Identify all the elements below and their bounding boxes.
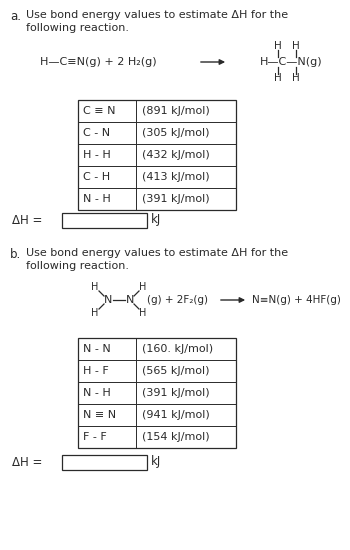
Text: H: H [139, 282, 147, 292]
Text: following reaction.: following reaction. [26, 261, 129, 271]
Text: C ≡ N: C ≡ N [83, 106, 116, 116]
Text: (391 kJ/mol): (391 kJ/mol) [142, 194, 210, 204]
Text: (432 kJ/mol): (432 kJ/mol) [142, 150, 210, 160]
Text: kJ: kJ [151, 213, 161, 227]
Text: (391 kJ/mol): (391 kJ/mol) [142, 388, 210, 398]
Bar [62, 454, 147, 470]
Text: F - F: F - F [83, 432, 107, 442]
Text: (565 kJ/mol): (565 kJ/mol) [142, 366, 210, 376]
Text: ΔH =: ΔH = [12, 213, 46, 227]
Text: Use bond energy values to estimate ΔH for the: Use bond energy values to estimate ΔH fo… [26, 10, 288, 20]
Bar [78, 100, 236, 210]
Text: H - F: H - F [83, 366, 109, 376]
Text: N ≡ N: N ≡ N [83, 410, 116, 420]
Text: H - H: H - H [83, 150, 111, 160]
Text: H: H [292, 73, 300, 83]
Text: H—C≡N(g) + 2 H₂(g): H—C≡N(g) + 2 H₂(g) [40, 57, 157, 67]
Text: kJ: kJ [151, 455, 161, 469]
Text: following reaction.: following reaction. [26, 23, 129, 33]
Text: H: H [91, 282, 99, 292]
Text: H: H [91, 308, 99, 318]
Text: (941 kJ/mol): (941 kJ/mol) [142, 410, 210, 420]
Text: (413 kJ/mol): (413 kJ/mol) [142, 172, 210, 182]
Text: b.: b. [10, 248, 21, 261]
Text: H: H [274, 73, 282, 83]
Text: (891 kJ/mol): (891 kJ/mol) [142, 106, 210, 116]
Text: H: H [139, 308, 147, 318]
Text: (154 kJ/mol): (154 kJ/mol) [142, 432, 210, 442]
Text: (160. kJ/mol): (160. kJ/mol) [142, 344, 213, 354]
Text: H: H [292, 41, 300, 51]
Text: C - H: C - H [83, 172, 110, 182]
Text: N≡N(g) + 4HF(g): N≡N(g) + 4HF(g) [252, 295, 341, 305]
Text: a.: a. [10, 10, 21, 23]
Text: N - H: N - H [83, 388, 111, 398]
Text: ΔH =: ΔH = [12, 455, 46, 469]
Text: N: N [104, 295, 112, 305]
Text: N - H: N - H [83, 194, 111, 204]
Text: N: N [126, 295, 134, 305]
Text: H—C—N(g): H—C—N(g) [260, 57, 323, 67]
Text: (305 kJ/mol): (305 kJ/mol) [142, 128, 210, 138]
Text: (g) + 2F₂(g): (g) + 2F₂(g) [147, 295, 208, 305]
Text: N - N: N - N [83, 344, 111, 354]
Bar [62, 212, 147, 228]
Text: H: H [274, 41, 282, 51]
Text: C - N: C - N [83, 128, 110, 138]
Bar [78, 338, 236, 448]
Text: Use bond energy values to estimate ΔH for the: Use bond energy values to estimate ΔH fo… [26, 248, 288, 258]
